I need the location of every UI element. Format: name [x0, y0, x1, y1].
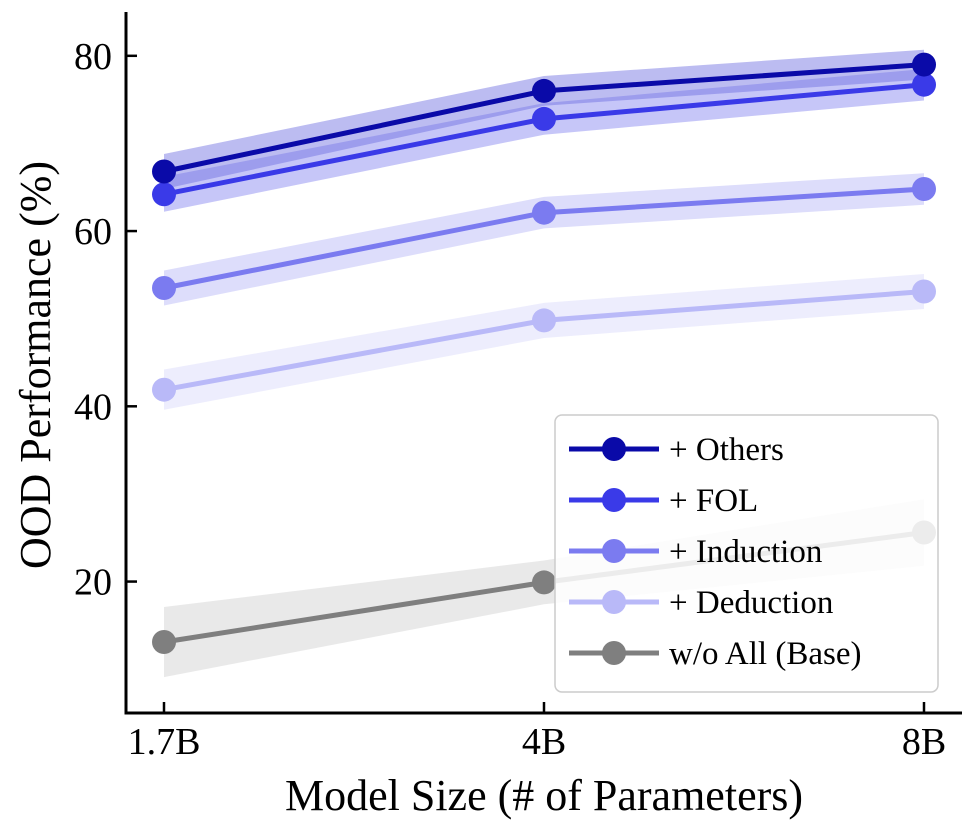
legend-marker-3 — [602, 590, 626, 614]
series-3-point-0 — [152, 377, 176, 402]
series-0-point-1 — [532, 78, 556, 103]
series-0-point-0 — [152, 159, 176, 184]
y-tick-label-80: 80 — [74, 36, 112, 78]
legend-marker-2 — [602, 539, 626, 563]
x-axis-label: Model Size (# of Parameters) — [285, 771, 803, 820]
series-1-point-1 — [532, 106, 556, 131]
y-tick-label-60: 60 — [74, 211, 112, 253]
y-tick-label-20: 20 — [74, 562, 112, 604]
legend-label-4: w/o All (Base) — [669, 636, 861, 672]
series-4-point-0 — [152, 630, 176, 654]
legend-label-1: + FOL — [669, 483, 758, 519]
series-3-point-1 — [532, 308, 556, 333]
series-1-point-2 — [912, 72, 936, 97]
legend-marker-4 — [602, 641, 626, 665]
series-1-point-0 — [152, 182, 176, 207]
legend: + Others + FOL + Induction + Deduction w/o A… — [554, 414, 939, 693]
y-tick-label-40: 40 — [74, 386, 112, 428]
legend-marker-1 — [602, 488, 626, 512]
series-2-band — [164, 173, 924, 306]
legend-frame — [554, 414, 939, 693]
series-3-band — [164, 274, 924, 410]
legend-label-0: + Others — [669, 432, 784, 468]
series-2-point-0 — [152, 276, 176, 300]
series-3-point-2 — [912, 279, 936, 304]
series-1-band — [164, 69, 924, 212]
legend-label-2: + Induction — [669, 534, 822, 570]
legend-entries: + Others + FOL + Induction + Deduction w/o A… — [569, 432, 861, 672]
series-2-point-2 — [912, 177, 936, 201]
series-0-band — [164, 49, 924, 190]
x-ticks: 1.7B 4B 8B — [128, 702, 946, 763]
x-tick-label-2: 8B — [902, 721, 946, 763]
x-tick-label-1: 4B — [522, 721, 566, 763]
x-tick-label-0: 1.7B — [128, 721, 201, 763]
legend-marker-0 — [602, 437, 626, 461]
series-0-point-2 — [912, 52, 936, 77]
series-2-point-1 — [532, 200, 556, 225]
y-ticks: 20 40 60 80 — [74, 36, 137, 604]
series-4-point-1 — [532, 570, 556, 595]
legend-label-3: + Deduction — [669, 585, 833, 621]
y-axis-label: OOD Performance (%) — [11, 161, 60, 569]
